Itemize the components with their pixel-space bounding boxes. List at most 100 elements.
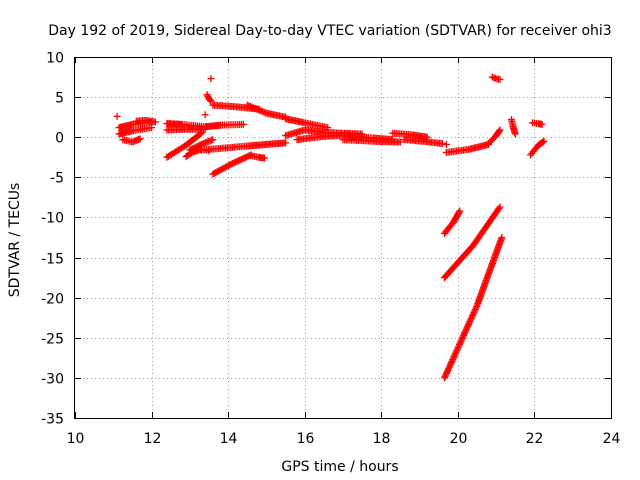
data-point <box>206 96 214 104</box>
data-point <box>201 111 209 119</box>
y-tick-label: 0 <box>55 131 64 147</box>
data-point <box>460 330 468 338</box>
data-point <box>455 342 463 350</box>
grid-lines <box>75 57 611 418</box>
data-point <box>454 343 462 351</box>
data-point <box>445 363 453 371</box>
y-tick-label: 10 <box>46 51 64 67</box>
data-point <box>465 319 473 327</box>
data-point <box>456 339 464 347</box>
data-point <box>449 354 457 362</box>
data-point <box>113 112 121 120</box>
data-point <box>463 324 471 332</box>
data-markers <box>113 73 548 382</box>
data-point <box>459 333 467 341</box>
y-tick-label: -5 <box>50 171 64 187</box>
y-tick-label: -35 <box>41 412 64 428</box>
data-point <box>450 353 458 361</box>
data-point <box>538 120 546 128</box>
x-tick-label: 14 <box>220 431 238 447</box>
y-tick-label: -20 <box>41 292 64 308</box>
data-point <box>452 348 460 356</box>
data-point <box>203 91 211 99</box>
data-point <box>440 374 448 382</box>
data-point <box>461 328 469 336</box>
data-point <box>456 207 464 215</box>
data-point <box>469 312 477 320</box>
y-tick-label: -10 <box>41 211 64 227</box>
data-point <box>457 337 465 345</box>
data-point <box>471 305 479 313</box>
data-point <box>207 97 215 105</box>
data-point <box>205 147 213 155</box>
data-point <box>466 318 474 326</box>
data-point <box>282 139 290 147</box>
data-point <box>470 309 478 317</box>
data-point <box>439 140 447 148</box>
data-point <box>444 366 452 374</box>
data-point <box>261 154 269 162</box>
data-point <box>197 129 205 137</box>
data-point <box>496 203 504 211</box>
tick-labels: 10 12 14 16 18 20 22 24 10 5 0 -5 -10 -15 -20 -25 -30 -35 <box>41 51 620 448</box>
data-point <box>466 316 474 324</box>
y-axis-label: SDTVAR / TECUs <box>7 183 23 298</box>
data-point <box>453 347 461 355</box>
data-point <box>451 351 459 359</box>
data-point <box>447 360 455 368</box>
x-axis-label: GPS time / hours <box>281 459 398 475</box>
data-point <box>239 120 247 128</box>
data-point <box>443 368 451 376</box>
x-tick-label: 16 <box>297 431 315 447</box>
data-point <box>196 130 204 138</box>
data-point <box>464 321 472 329</box>
data-point <box>445 365 453 373</box>
data-point <box>460 331 468 339</box>
plot-frame <box>74 57 612 419</box>
data-point <box>458 334 466 342</box>
data-point <box>441 372 449 380</box>
y-tick-label: 5 <box>55 91 64 107</box>
data-point <box>495 204 503 212</box>
data-point <box>495 127 503 135</box>
data-point <box>148 124 156 132</box>
data-point <box>207 75 215 83</box>
data-point <box>458 336 466 344</box>
y-tick-label: -25 <box>41 332 64 348</box>
data-point <box>209 136 217 144</box>
data-point <box>448 357 456 365</box>
x-tick-label: 12 <box>144 431 162 447</box>
data-point <box>447 359 455 367</box>
data-point <box>472 304 480 312</box>
chart-title: Day 192 of 2019, Sidereal Day-to-day VTE… <box>48 23 611 39</box>
x-tick-label: 24 <box>603 431 621 447</box>
data-point <box>453 345 461 353</box>
y-tick-label: -15 <box>41 252 64 268</box>
data-point <box>498 234 506 241</box>
data-point <box>446 362 454 370</box>
data-point <box>511 130 519 138</box>
x-tick-label: 10 <box>67 431 85 447</box>
data-point <box>442 371 450 379</box>
data-point <box>451 350 459 358</box>
x-tick-label: 20 <box>450 431 468 447</box>
x-tick-label: 18 <box>373 431 391 447</box>
data-point <box>468 313 476 321</box>
data-point <box>471 307 479 315</box>
data-point <box>540 137 548 145</box>
axis-ticks <box>75 57 612 419</box>
data-point <box>456 340 464 348</box>
data-point <box>449 356 457 364</box>
data-point <box>151 118 159 126</box>
data-point <box>496 75 504 83</box>
data-point <box>455 208 463 216</box>
data-point <box>136 135 144 143</box>
data-point <box>467 315 475 323</box>
data-point <box>462 327 470 335</box>
data-point <box>469 310 477 318</box>
data-point <box>396 138 404 146</box>
data-point <box>462 325 470 333</box>
x-tick-label: 22 <box>526 431 544 447</box>
y-tick-label: -30 <box>41 372 64 388</box>
